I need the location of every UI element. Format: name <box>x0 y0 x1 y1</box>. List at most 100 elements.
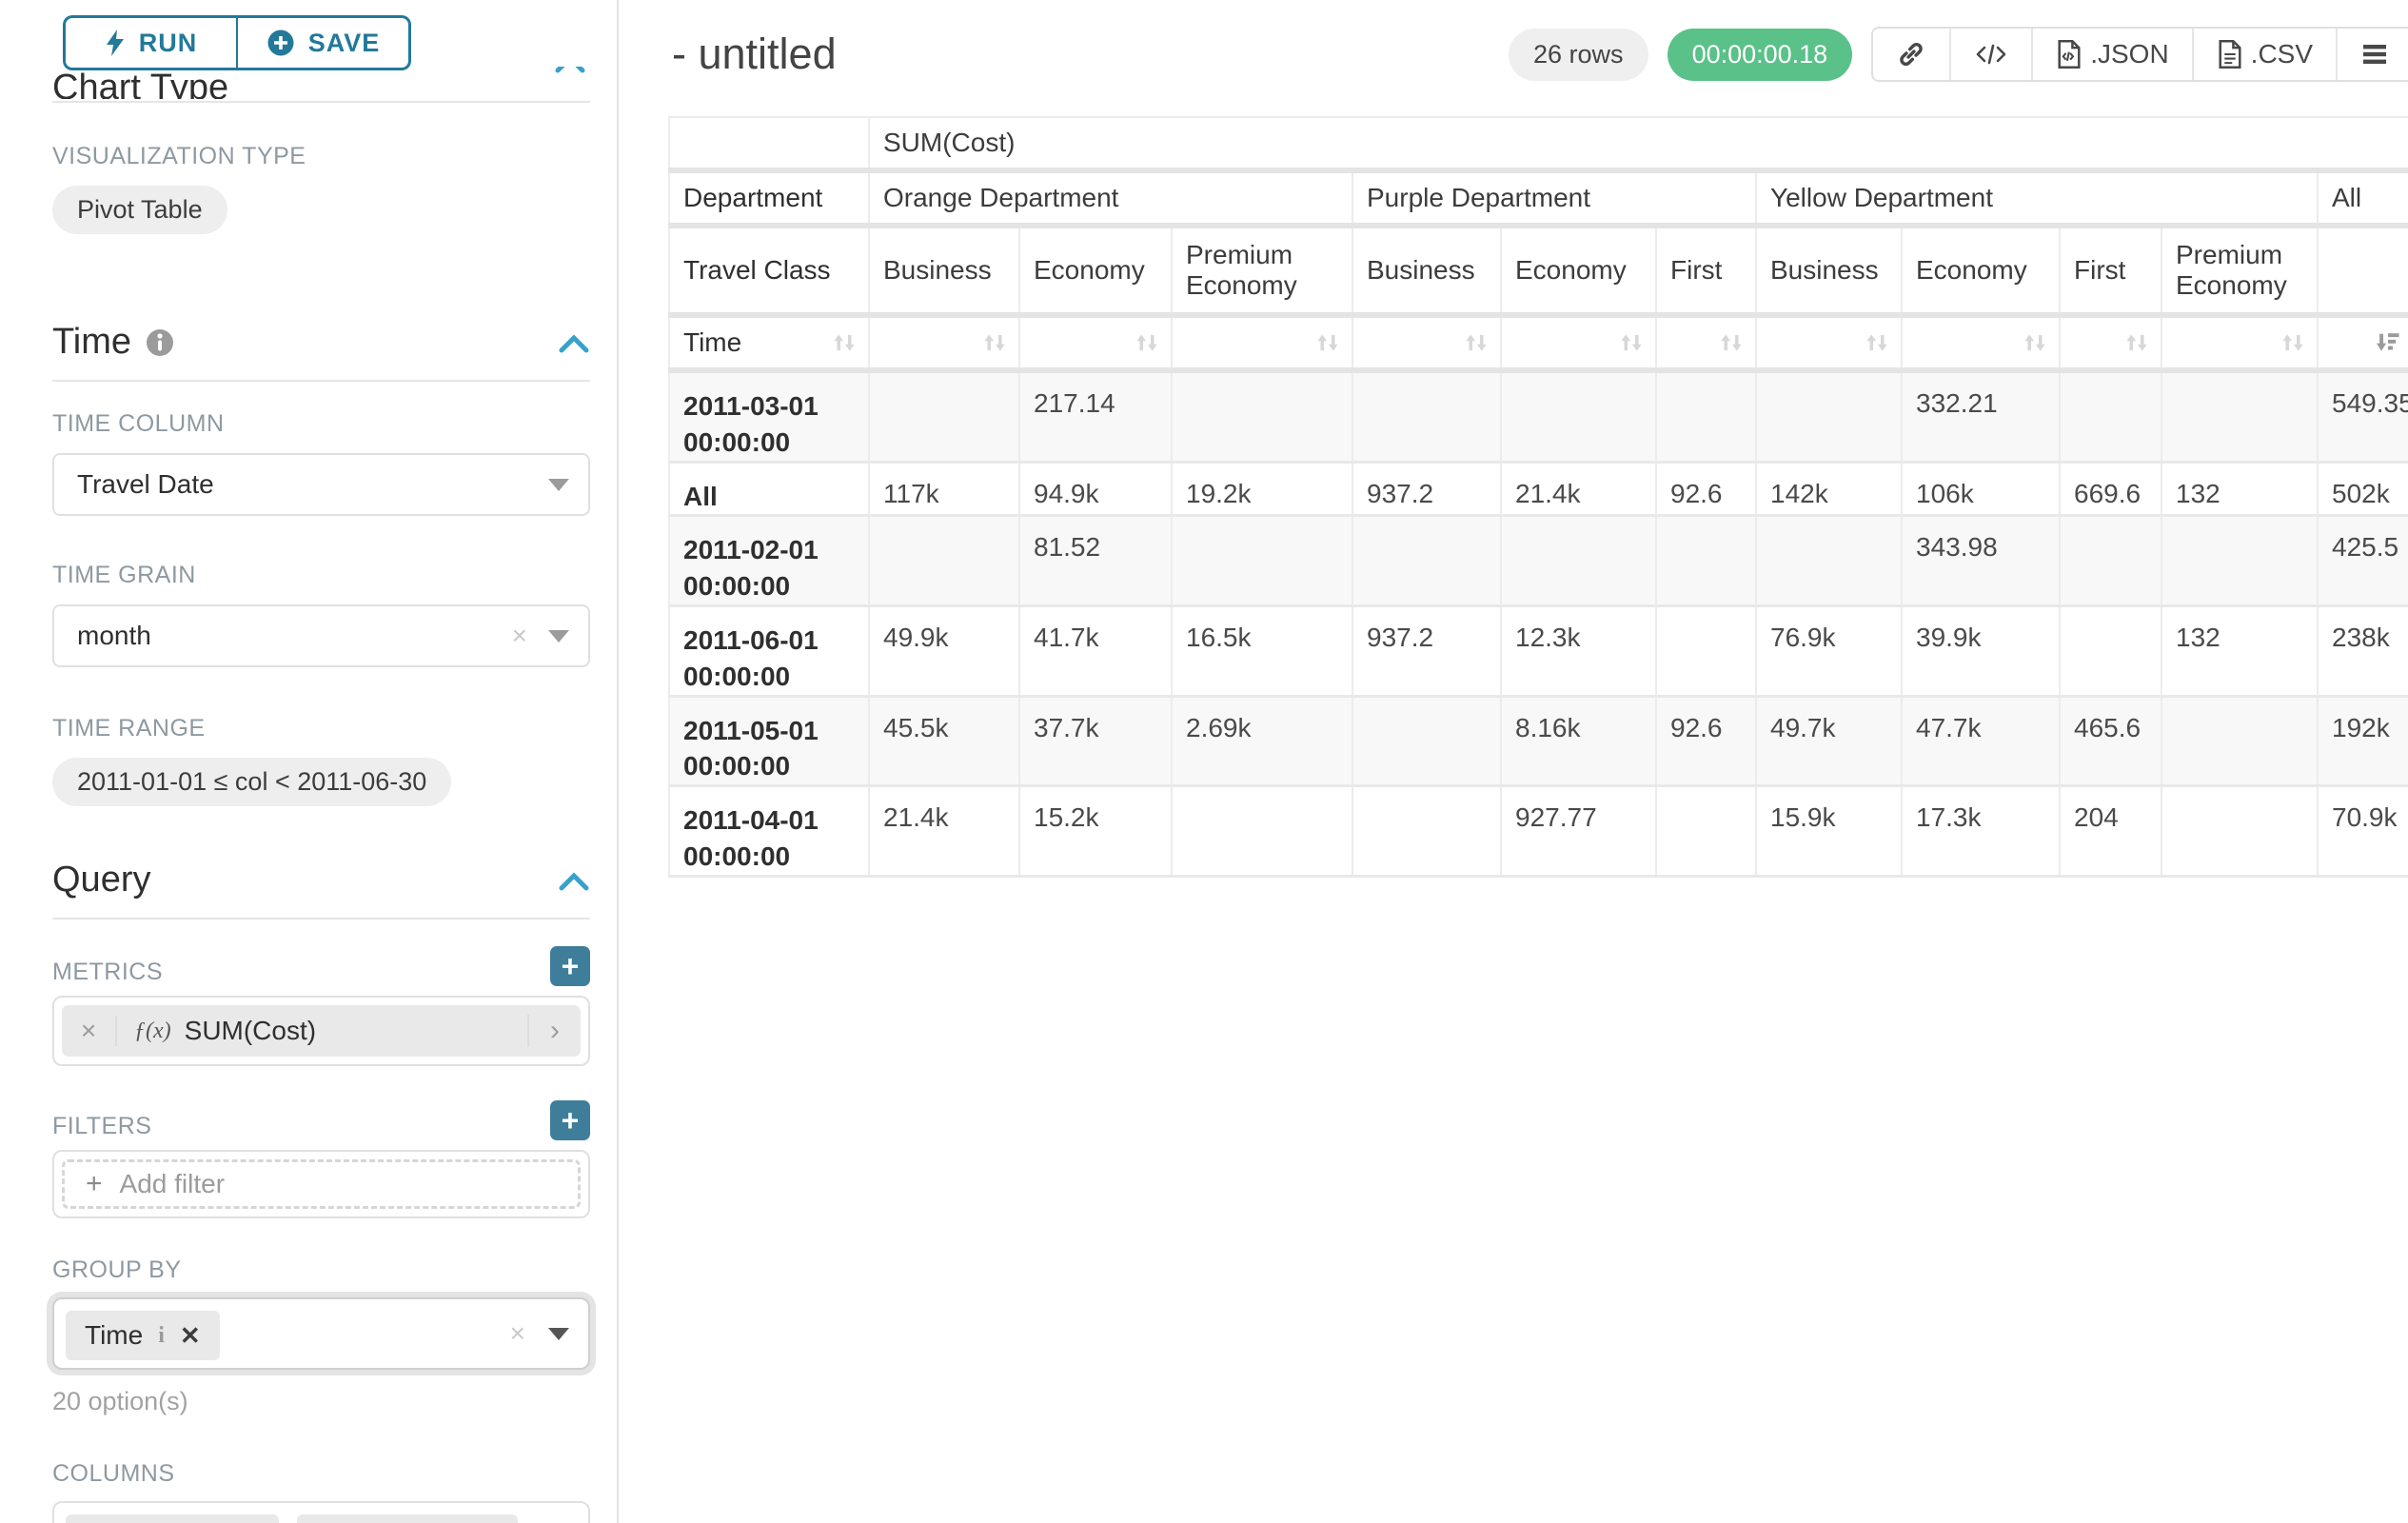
pivot-cell: 94.9k <box>1018 462 1173 516</box>
sort-icon[interactable] <box>1313 328 1342 357</box>
column-group-header: All <box>2316 170 2408 226</box>
query-section-header[interactable]: Query <box>0 860 617 900</box>
sort-header-cell[interactable] <box>2161 315 2319 370</box>
col-dim-header: Travel Class <box>668 226 870 315</box>
row-label: 2011-05-01 00:00:00 <box>668 696 870 786</box>
sort-header-cell[interactable] <box>1755 315 1903 370</box>
sort-icon[interactable] <box>1462 328 1490 357</box>
sort-header-cell[interactable] <box>1171 315 1353 370</box>
clear-icon[interactable]: × <box>509 1318 525 1348</box>
sort-header-cell[interactable] <box>1901 315 2061 370</box>
pivot-cell <box>1352 696 1502 786</box>
pivot-cell: 549.35 <box>2316 370 2408 463</box>
metric-header-cell: SUM(Cost) <box>867 117 2408 170</box>
export-csv-button[interactable]: .CSV <box>2194 29 2339 80</box>
sort-icon[interactable] <box>830 328 859 357</box>
pivot-cell <box>868 515 1020 606</box>
time-sort-header[interactable]: Time <box>668 315 870 370</box>
time-header-label: Time <box>683 327 742 357</box>
pivot-cell <box>1352 370 1502 463</box>
time-range-label: TIME RANGE <box>52 715 206 742</box>
plus-circle-icon <box>267 30 294 56</box>
columns-chip[interactable]: Department ✕ <box>66 1514 280 1523</box>
pivot-cell: 238k <box>2316 605 2408 697</box>
chevron-up-icon[interactable] <box>554 67 586 74</box>
export-json-button[interactable]: .JSON <box>2033 29 2194 80</box>
pivot-cell: 15.9k <box>1755 785 1903 877</box>
pivot-cell: 192k <box>2316 696 2408 786</box>
plus-icon: + <box>86 1168 103 1199</box>
sort-header-cell-active[interactable] <box>2316 315 2408 370</box>
metric-chip[interactable]: × ƒ(x) SUM(Cost) › <box>62 1005 581 1057</box>
sort-header-cell[interactable] <box>1500 315 1657 370</box>
sort-header-cell[interactable] <box>2059 315 2162 370</box>
group-by-chip[interactable]: Time i ✕ <box>66 1311 220 1360</box>
sort-header-cell[interactable] <box>1655 315 1757 370</box>
sort-icon[interactable] <box>2279 328 2307 357</box>
pivot-cell: 21.4k <box>1500 462 1657 516</box>
chevron-down-icon[interactable] <box>548 478 569 491</box>
filters-container: + Add filter <box>52 1150 590 1218</box>
sort-icon[interactable] <box>1133 328 1161 357</box>
pivot-cell <box>1500 370 1657 463</box>
add-metric-button[interactable]: + <box>550 946 590 986</box>
pivot-cell: 92.6 <box>1655 696 1757 786</box>
columns-chip[interactable]: Travel Class ✕ <box>296 1514 518 1523</box>
file-code-icon <box>2058 40 2081 69</box>
columns-select[interactable]: Department ✕ Travel Class ✕ × <box>52 1501 590 1523</box>
sort-icon[interactable] <box>1717 328 1746 357</box>
chart-title[interactable]: - untitled <box>672 30 837 78</box>
time-grain-select[interactable]: month × <box>52 604 590 667</box>
chevron-up-icon[interactable] <box>558 331 590 354</box>
add-filter-dropzone[interactable]: + Add filter <box>62 1159 581 1209</box>
pivot-cell: 343.98 <box>1901 515 2061 606</box>
menu-button[interactable] <box>2338 29 2408 80</box>
column-header: Business <box>1352 226 1502 315</box>
table-row: 2011-02-01 00:00:00 81.52 343.98 425.5 <box>668 515 2408 606</box>
group-by-select[interactable]: Time i ✕ × <box>52 1297 590 1370</box>
remove-metric-icon[interactable]: × <box>62 1016 117 1046</box>
column-header: First <box>2059 226 2162 315</box>
sort-icon[interactable] <box>980 328 1009 357</box>
sort-icon[interactable] <box>1617 328 1646 357</box>
time-range-pill[interactable]: 2011-01-01 ≤ col < 2011-06-30 <box>52 758 452 806</box>
run-button[interactable]: RUN <box>63 15 237 70</box>
chevron-down-icon[interactable] <box>548 1327 569 1340</box>
chevron-down-icon[interactable] <box>548 629 569 643</box>
sort-header-cell[interactable] <box>1352 315 1502 370</box>
column-header: Premium Economy <box>2161 226 2319 315</box>
sort-icon[interactable] <box>2374 328 2402 357</box>
copy-link-button[interactable] <box>1873 29 1952 80</box>
save-button-label: SAVE <box>307 28 381 57</box>
divider <box>52 380 590 382</box>
visualization-type-pill[interactable]: Pivot Table <box>52 186 227 234</box>
view-query-button[interactable] <box>1951 29 2034 80</box>
chevron-up-icon[interactable] <box>558 869 590 892</box>
pivot-cell: 425.5 <box>2316 515 2408 606</box>
table-row: All 117k 94.9k 19.2k 937.2 21.4k 92.6 142k 106k 6… <box>668 462 2408 516</box>
group-by-options-hint: 20 option(s) <box>52 1387 188 1415</box>
pivot-cell: 142k <box>1755 462 1903 516</box>
pivot-cell <box>1500 515 1657 606</box>
sort-header-cell[interactable] <box>868 315 1020 370</box>
pivot-cell: 81.52 <box>1018 515 1173 606</box>
add-filter-plus-button[interactable]: + <box>550 1100 590 1140</box>
sort-icon[interactable] <box>2122 328 2151 357</box>
pivot-cell: 2.69k <box>1171 696 1353 786</box>
time-column-select[interactable]: Travel Date <box>52 453 590 516</box>
clear-icon[interactable]: × <box>511 621 527 650</box>
pivot-cell <box>868 370 1020 463</box>
sort-icon[interactable] <box>2021 328 2049 357</box>
column-header: Economy <box>1901 226 2061 315</box>
chip-label: Time <box>85 1320 144 1350</box>
remove-chip-icon[interactable]: ✕ <box>179 1320 201 1350</box>
time-section-header[interactable]: Time <box>0 322 617 363</box>
run-button-label: RUN <box>138 28 198 57</box>
chevron-right-icon[interactable]: › <box>527 1015 581 1047</box>
pivot-cell: 45.5k <box>868 696 1020 786</box>
code-icon <box>1976 44 2006 65</box>
save-button[interactable]: SAVE <box>237 15 411 70</box>
sort-icon[interactable] <box>1863 328 1891 357</box>
sort-header-cell[interactable] <box>1018 315 1173 370</box>
